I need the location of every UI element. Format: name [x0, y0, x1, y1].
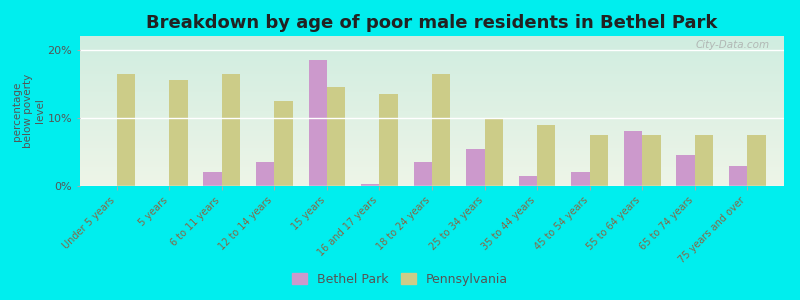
- Y-axis label: percentage
below poverty
level: percentage below poverty level: [12, 74, 45, 148]
- Bar: [414, 162, 432, 186]
- Bar: [222, 74, 240, 186]
- Bar: [117, 74, 135, 186]
- Bar: [590, 135, 608, 186]
- Title: Breakdown by age of poor male residents in Bethel Park: Breakdown by age of poor male residents …: [146, 14, 718, 32]
- Bar: [571, 172, 590, 186]
- Bar: [309, 60, 327, 186]
- Bar: [518, 176, 537, 186]
- Bar: [203, 172, 222, 186]
- Bar: [432, 74, 450, 186]
- Bar: [624, 131, 642, 186]
- Bar: [466, 148, 485, 186]
- Bar: [274, 101, 293, 186]
- Bar: [170, 80, 188, 186]
- Legend: Bethel Park, Pennsylvania: Bethel Park, Pennsylvania: [287, 268, 513, 291]
- Bar: [694, 135, 713, 186]
- Bar: [642, 135, 661, 186]
- Bar: [537, 124, 555, 186]
- Text: City-Data.com: City-Data.com: [696, 40, 770, 50]
- Bar: [361, 184, 379, 186]
- Bar: [327, 87, 346, 186]
- Bar: [747, 135, 766, 186]
- Bar: [256, 162, 274, 186]
- Bar: [729, 166, 747, 186]
- Bar: [379, 94, 398, 186]
- Bar: [676, 155, 694, 186]
- Bar: [485, 118, 503, 186]
